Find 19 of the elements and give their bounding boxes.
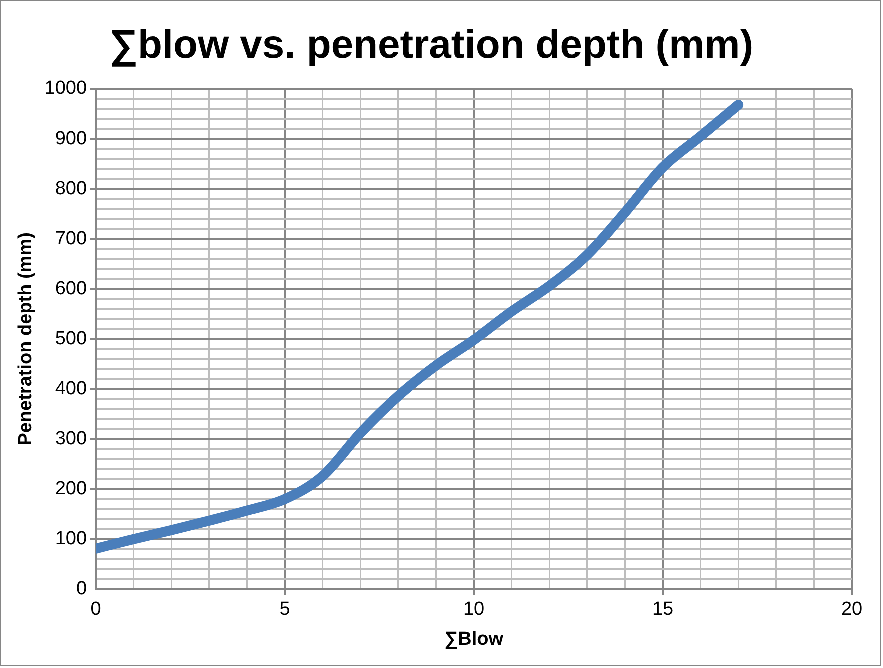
x-tick-label: 0	[90, 599, 102, 620]
y-tick-label: 400	[55, 378, 88, 400]
y-tick-label: 300	[55, 428, 88, 450]
y-tick-label: 100	[55, 528, 88, 550]
y-tick-label: 0	[76, 578, 88, 600]
chart-title: ∑blow vs. penetration depth (mm)	[109, 23, 754, 68]
x-tick-label: 15	[652, 599, 674, 620]
y-tick-label: 700	[55, 228, 88, 250]
x-tick-label: 10	[463, 599, 485, 620]
x-axis-title: ∑Blow	[444, 628, 504, 650]
y-tick-label: 1000	[44, 78, 88, 100]
y-tick-label: 900	[55, 128, 88, 150]
y-tick-label: 200	[55, 478, 88, 500]
x-tick-label: 5	[280, 599, 290, 620]
y-tick-label: 800	[55, 178, 88, 200]
y-tick-label: 600	[55, 278, 88, 300]
y-axis-title: Penetration depth (mm)	[16, 232, 37, 446]
x-tick-label: 20	[841, 599, 863, 620]
y-tick-label: 500	[55, 328, 88, 350]
